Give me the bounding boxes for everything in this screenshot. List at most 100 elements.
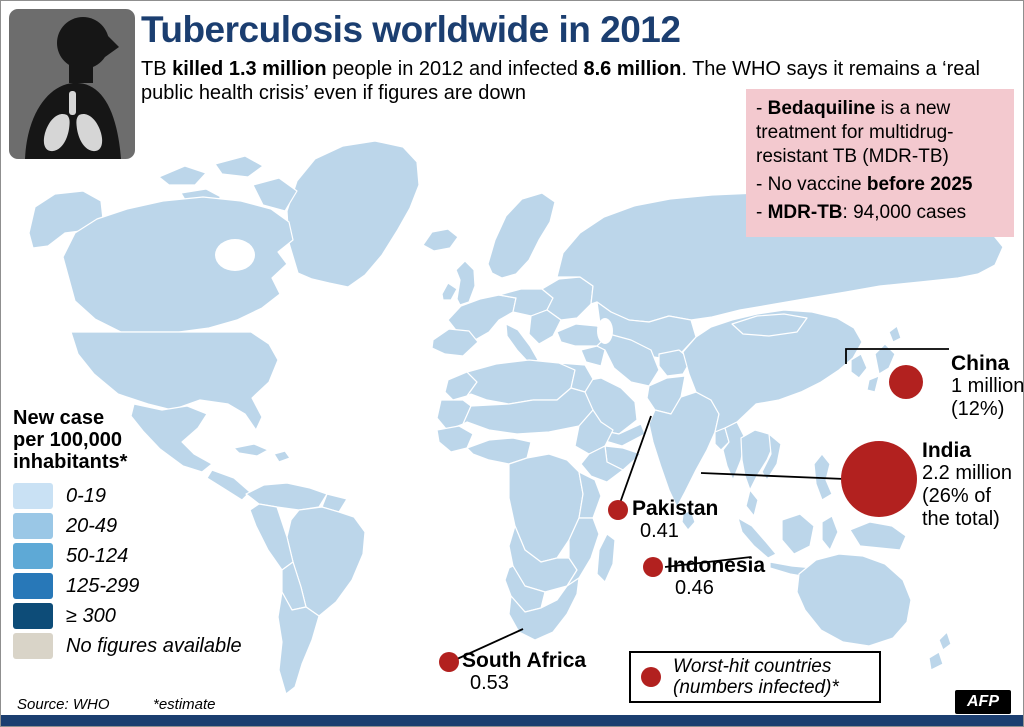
legend-swatch-300-plus — [13, 603, 53, 629]
legend-label: 20-49 — [66, 514, 118, 537]
legend-item: 0-19 — [13, 483, 242, 509]
china-connector-line — [845, 348, 949, 364]
region-mongolia — [731, 313, 808, 337]
region-scandinavia — [487, 192, 556, 279]
facts-line: - No vaccine before 2025 — [756, 174, 973, 195]
region-new-guinea — [849, 521, 907, 551]
legend-label: ≥ 300 — [66, 604, 116, 627]
callout-south-africa-name: South Africa — [462, 649, 587, 672]
subtitle-bold: 8.6 million — [583, 58, 682, 80]
legend-swatch-no-data — [13, 633, 53, 659]
facts-line: - Bedaquiline is a new treatment for mul… — [756, 98, 954, 167]
legend-item: 125-299 — [13, 573, 242, 599]
worst-hit-markers — [439, 365, 923, 672]
callout-india-value: 2.2 million — [922, 462, 1013, 484]
subtitle: TB killed 1.3 million people in 2012 and… — [141, 57, 1023, 105]
worst-hit-dot-icon — [641, 667, 661, 687]
callout-india-name: India — [922, 439, 972, 462]
region-usa — [70, 331, 279, 431]
region-japan — [888, 325, 902, 343]
region-baffin — [252, 177, 298, 212]
south-africa-marker — [439, 652, 459, 672]
legend-item: 20-49 — [13, 513, 242, 539]
region-malay-peninsula — [745, 489, 759, 517]
legend-label: No figures available — [66, 634, 242, 657]
region-china — [682, 309, 863, 433]
callout-india-share: (26% of the total) — [922, 485, 1000, 530]
subtitle-text: TB — [141, 58, 173, 80]
legend-swatch-20-49 — [13, 513, 53, 539]
caspian-sea — [597, 318, 613, 344]
legend-label: 0-19 — [66, 484, 107, 507]
tb-patient-lungs-icon — [9, 9, 135, 159]
region-sumatra — [737, 517, 777, 559]
pakistan-connector-line — [619, 415, 652, 504]
callout-pakistan: Pakistan 0.41 — [632, 497, 718, 543]
region-madagascar — [596, 533, 616, 583]
callout-indonesia: Indonesia 0.46 — [667, 554, 765, 600]
region-cuba — [233, 443, 269, 457]
region-iraq-syria — [580, 345, 606, 367]
callout-south-africa-value: 0.53 — [470, 672, 509, 694]
region-sudan — [574, 409, 614, 455]
callout-connectors — [456, 348, 949, 660]
indonesia-connector-line — [664, 556, 752, 568]
callout-indonesia-name: Indonesia — [667, 554, 766, 577]
subtitle-text: . The WHO says it remains a ‘real public… — [141, 58, 980, 104]
region-india — [648, 391, 720, 508]
indonesia-marker — [643, 557, 663, 577]
region-south-africa — [508, 577, 580, 641]
map-legend: New case per 100,000 inhabitants* 0-19 2… — [13, 407, 242, 663]
region-korea — [850, 353, 868, 379]
china-marker — [889, 365, 923, 399]
region-greenland — [286, 140, 420, 288]
legend-item: 50-124 — [13, 543, 242, 569]
callout-china-share: (12%) — [951, 398, 1005, 420]
lungs-icon — [9, 9, 135, 159]
region-new-zealand — [928, 651, 944, 671]
india-connector-line — [700, 472, 846, 480]
facts-box: - Bedaquiline is a new treatment for mul… — [746, 89, 1014, 237]
callout-pakistan-name: Pakistan — [632, 497, 719, 520]
region-iceland — [422, 228, 459, 252]
south-africa-connector-line — [456, 628, 524, 660]
source-credit: Source: WHO — [17, 696, 110, 713]
legend-swatch-125-299 — [13, 573, 53, 599]
callout-china: China 1 million (12%) — [951, 352, 1023, 421]
legend-label: 50-124 — [66, 544, 129, 567]
afp-logo: AFP — [955, 690, 1011, 714]
legend-swatch-0-19 — [13, 483, 53, 509]
region-western-sahara — [436, 399, 472, 431]
callout-pakistan-value: 0.41 — [640, 520, 679, 542]
region-hispaniola — [273, 450, 291, 463]
subtitle-text: people in 2012 and infected — [326, 58, 584, 80]
hudson-bay — [215, 239, 255, 271]
region-japan — [866, 375, 880, 393]
legend-title: New case per 100,000 inhabitants* — [13, 407, 128, 473]
callout-india: India 2.2 million (26% of the total) — [922, 439, 1022, 531]
country-shapes — [28, 140, 1004, 695]
worst-hit-legend-box: Worst-hit countries (numbers infected)* — [629, 651, 881, 703]
facts-line: - MDR-TB: 94,000 cases — [756, 202, 967, 223]
region-iran — [596, 333, 660, 387]
callout-indonesia-value: 0.46 — [675, 577, 714, 599]
region-sri-lanka — [681, 509, 696, 531]
region-central-america — [206, 469, 251, 501]
region-uk — [455, 260, 476, 306]
region-arctic-island — [158, 165, 207, 186]
region-algeria-libya — [466, 359, 576, 405]
pakistan-marker — [608, 500, 628, 520]
page-title: Tuberculosis worldwide in 2012 — [141, 9, 681, 50]
region-peru — [249, 503, 294, 571]
region-sulawesi — [821, 515, 839, 551]
callout-china-name: China — [951, 352, 1010, 375]
callout-south-africa: South Africa 0.53 — [462, 649, 586, 695]
region-balkans — [528, 309, 562, 345]
worst-hit-legend-text: Worst-hit countries (numbers infected)* — [673, 656, 839, 698]
region-philippines — [813, 453, 833, 501]
region-eastern-europe — [541, 276, 594, 321]
subtitle-bold: killed 1.3 million — [172, 58, 327, 80]
region-mexico — [130, 403, 213, 473]
